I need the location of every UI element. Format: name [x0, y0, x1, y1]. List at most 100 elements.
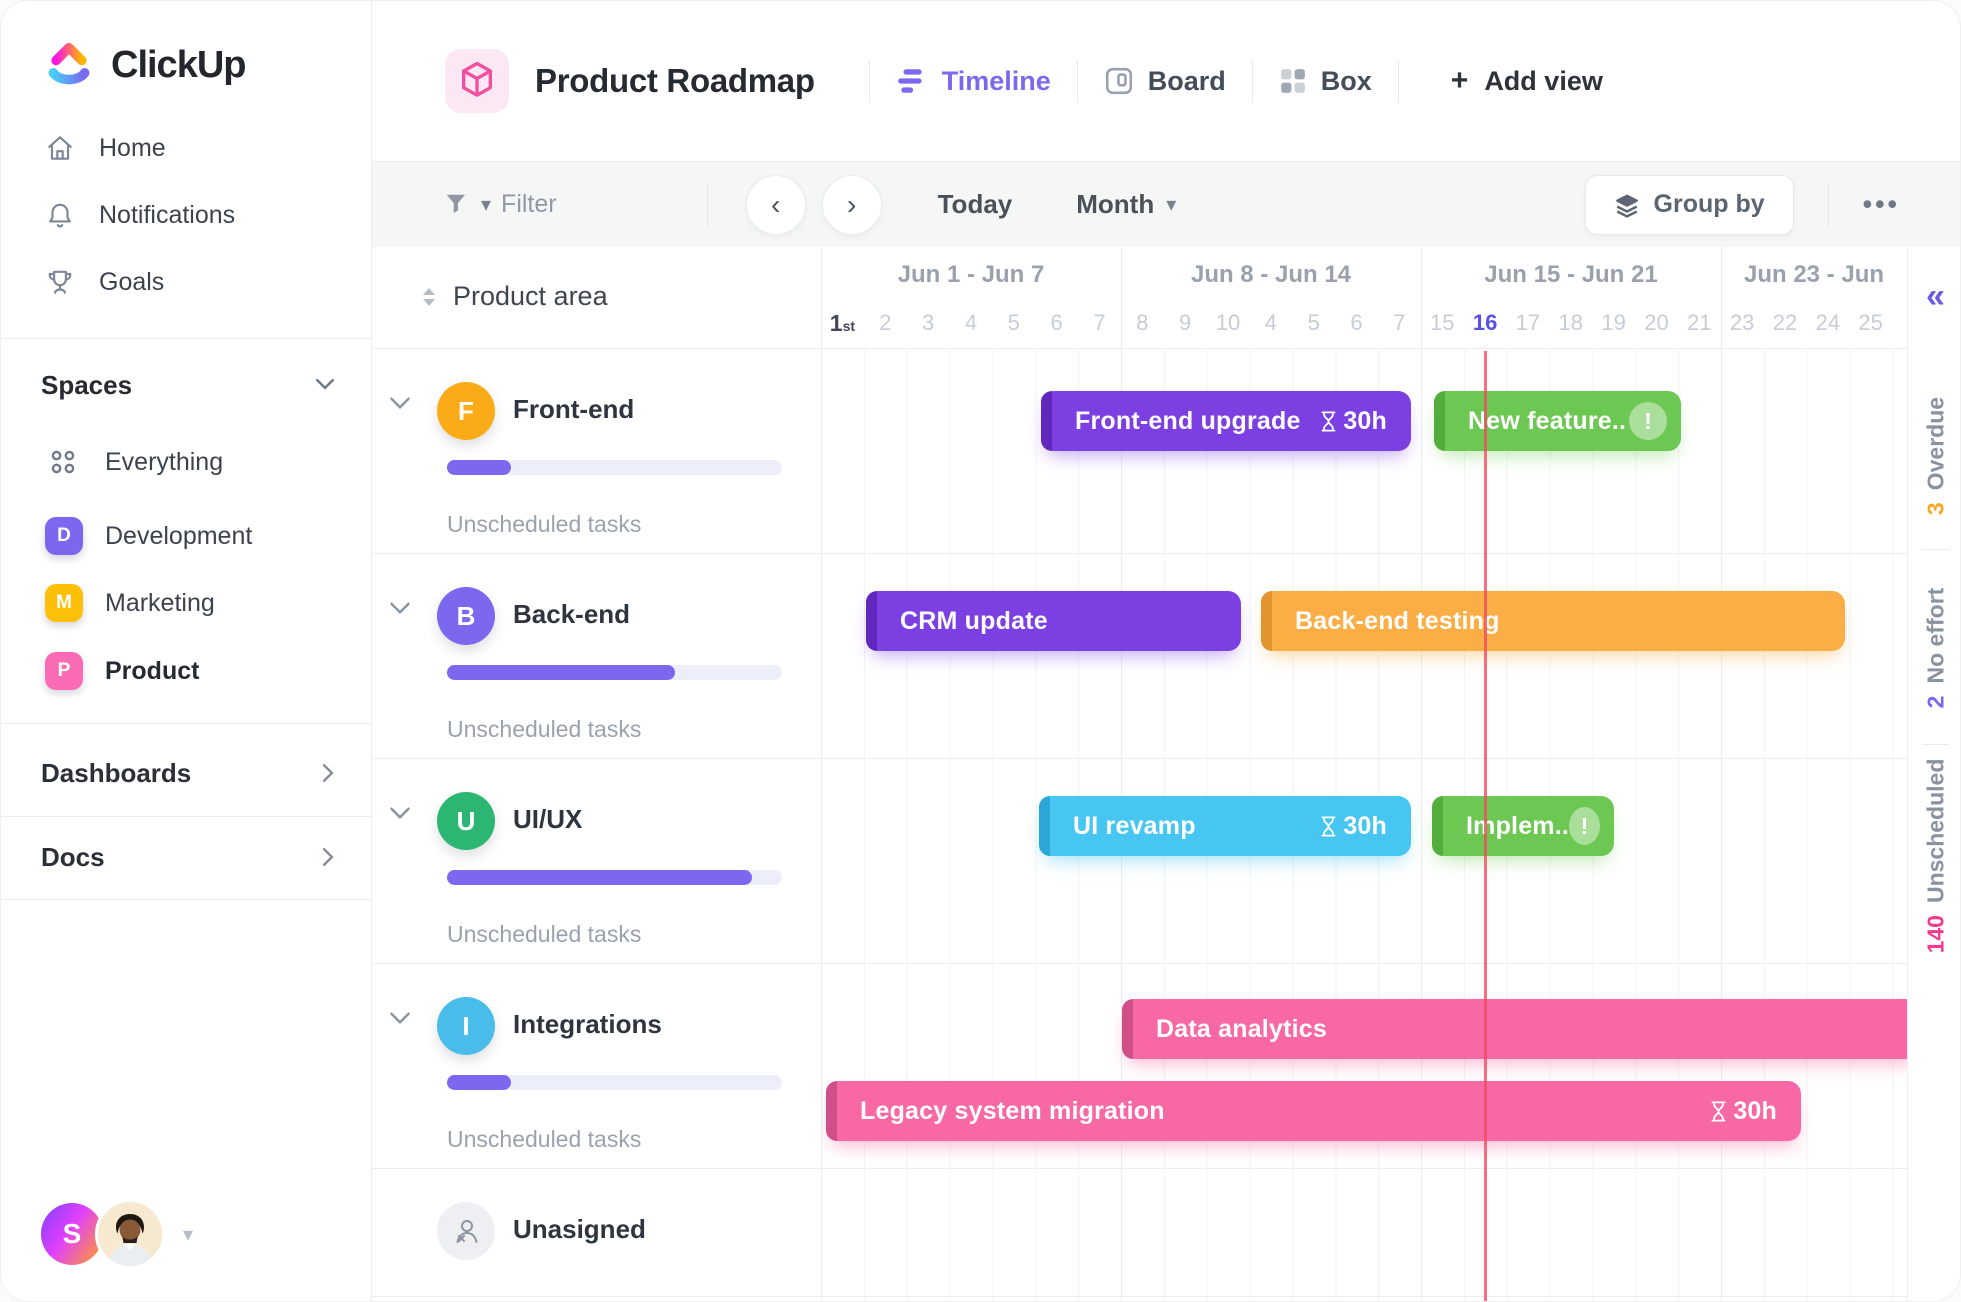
workspace-avatar: S: [41, 1203, 103, 1265]
day-cell[interactable]: 15: [1429, 310, 1455, 335]
group-name[interactable]: Back-end: [513, 599, 631, 629]
more-options-button[interactable]: •••: [1862, 189, 1900, 219]
chevron-down-icon[interactable]: ▾: [183, 1223, 194, 1246]
chevron-down-icon[interactable]: [389, 806, 411, 820]
group-name[interactable]: UI/UX: [513, 804, 583, 834]
sidebar: ClickUp Home Notifications Goals Spaces: [1, 1, 372, 1301]
product-area-column-header[interactable]: Product area: [423, 281, 608, 312]
space-avatar: M: [45, 584, 83, 622]
prev-button[interactable]: ‹: [745, 174, 806, 235]
day-cell[interactable]: 8: [1136, 310, 1149, 335]
sidebar-item-marketing[interactable]: M Marketing: [1, 581, 371, 625]
chevron-down-icon[interactable]: [389, 601, 411, 615]
today-button[interactable]: Today: [937, 189, 1013, 219]
day-cell[interactable]: 25: [1858, 310, 1883, 335]
task-bar-implementation[interactable]: Implem.. !: [1432, 796, 1614, 856]
unassigned-person-icon[interactable]: [437, 1202, 495, 1260]
tab-board[interactable]: Board: [1104, 66, 1226, 97]
task-bar-crm-update[interactable]: CRM update: [866, 591, 1241, 651]
unscheduled-counter[interactable]: 140 Unscheduled: [1922, 758, 1948, 954]
range-select[interactable]: Month ▾: [1076, 189, 1177, 219]
day-cell[interactable]: 20: [1644, 310, 1669, 335]
day-cell[interactable]: 7: [1393, 310, 1406, 335]
day-cell[interactable]: 7: [1093, 310, 1106, 335]
duration-label: 30h: [1320, 407, 1387, 436]
day-cell[interactable]: 6: [1050, 310, 1063, 335]
sidebar-item-product[interactable]: P Product: [1, 649, 371, 693]
row-divider: [371, 758, 1907, 759]
chevron-down-icon[interactable]: [315, 377, 335, 391]
tab-box[interactable]: Box: [1279, 66, 1372, 97]
day-cell[interactable]: 24: [1815, 310, 1841, 335]
task-bar-ui-revamp[interactable]: UI revamp 30h: [1039, 796, 1411, 856]
next-button[interactable]: ›: [821, 174, 882, 235]
day-cell[interactable]: 9: [1179, 310, 1192, 335]
task-bar-front-end-upgrade[interactable]: Front-end upgrade 30h: [1041, 391, 1411, 451]
unscheduled-tasks-link[interactable]: Unscheduled tasks: [447, 1126, 642, 1152]
filter-button[interactable]: ▾ Filter: [445, 190, 557, 219]
divider: [1922, 744, 1949, 745]
week-label: Jun 8 - Jun 14: [1190, 261, 1352, 288]
group-by-button[interactable]: Group by: [1584, 174, 1794, 235]
task-bar-back-end-testing[interactable]: Back-end testing: [1261, 591, 1845, 651]
week-gridline: [1721, 247, 1722, 1301]
day-cell[interactable]: 1st: [829, 310, 856, 336]
task-bar-new-feature[interactable]: New feature.. !: [1434, 391, 1681, 451]
divider: [1076, 60, 1078, 102]
day-cell[interactable]: 5: [1007, 310, 1020, 335]
divider: [1, 723, 371, 724]
task-bar-data-analytics[interactable]: Data analytics: [1122, 999, 1907, 1059]
chevron-down-icon[interactable]: [389, 1011, 411, 1025]
progress-bar: [447, 665, 782, 680]
collapse-double-chevron-icon[interactable]: «: [1926, 277, 1945, 315]
unscheduled-tasks-link[interactable]: Unscheduled tasks: [447, 716, 642, 742]
day-cell[interactable]: 4: [1264, 310, 1277, 335]
task-bar-legacy-system-migration[interactable]: Legacy system migration 30h: [826, 1081, 1801, 1141]
group-name[interactable]: Front-end: [513, 394, 635, 424]
sidebar-item-development[interactable]: D Development: [1, 514, 371, 558]
group-name[interactable]: Integrations: [513, 1009, 662, 1039]
day-cell[interactable]: 6: [1350, 310, 1363, 335]
unscheduled-tasks-link[interactable]: Unscheduled tasks: [447, 511, 642, 537]
day-cell[interactable]: 2: [879, 310, 892, 335]
main-area: Product Roadmap Timeline Board Bo: [371, 1, 1960, 1301]
group-row-ui-ux: U UI/UX Unscheduled tasks: [371, 758, 821, 963]
day-cell[interactable]: 21: [1687, 310, 1712, 335]
group-avatar[interactable]: I: [437, 997, 495, 1055]
sidebar-item-goals[interactable]: Goals: [1, 260, 371, 304]
row-divider: [371, 1168, 1907, 1169]
spaces-header[interactable]: Spaces: [1, 363, 371, 407]
day-cell[interactable]: 19: [1601, 310, 1626, 335]
chevron-down-icon[interactable]: [389, 396, 411, 410]
group-avatar[interactable]: B: [437, 587, 495, 645]
day-cell[interactable]: 3: [921, 310, 935, 335]
user-account[interactable]: S ▾: [41, 1199, 194, 1269]
chevron-down-icon: ▾: [1166, 194, 1177, 216]
row-divider: [371, 348, 1907, 349]
group-avatar[interactable]: U: [437, 792, 495, 850]
day-cell[interactable]: 17: [1515, 310, 1541, 335]
day-cell[interactable]: 22: [1772, 310, 1798, 335]
group-name[interactable]: Unasigned: [513, 1214, 646, 1244]
tab-timeline[interactable]: Timeline: [896, 66, 1051, 97]
sidebar-item-docs[interactable]: Docs: [1, 835, 371, 879]
group-avatar[interactable]: F: [437, 382, 495, 440]
overdue-counter[interactable]: 3 Overdue: [1922, 396, 1948, 516]
day-cell[interactable]: 5: [1307, 310, 1320, 335]
add-view-button[interactable]: + Add view: [1450, 64, 1603, 97]
day-cell[interactable]: 23: [1729, 310, 1755, 335]
view-header: Product Roadmap Timeline Board Bo: [371, 1, 1960, 161]
sidebar-item-everything[interactable]: Everything: [1, 440, 371, 484]
sidebar-item-dashboards[interactable]: Dashboards: [1, 751, 371, 795]
day-cell[interactable]: 18: [1558, 310, 1583, 335]
sidebar-item-notifications[interactable]: Notifications: [1, 193, 371, 237]
day-cell-today[interactable]: 16: [1472, 310, 1498, 335]
row-divider: [371, 963, 1907, 964]
day-cell[interactable]: 4: [964, 310, 978, 335]
day-cell[interactable]: 10: [1215, 310, 1241, 335]
no-effort-counter[interactable]: 2 No effort: [1922, 587, 1948, 709]
unscheduled-tasks-link[interactable]: Unscheduled tasks: [447, 921, 642, 947]
clickup-logo[interactable]: ClickUp: [41, 37, 246, 93]
sidebar-item-home[interactable]: Home: [1, 126, 371, 170]
week-label: Jun 1 - Jun 7: [897, 261, 1045, 288]
